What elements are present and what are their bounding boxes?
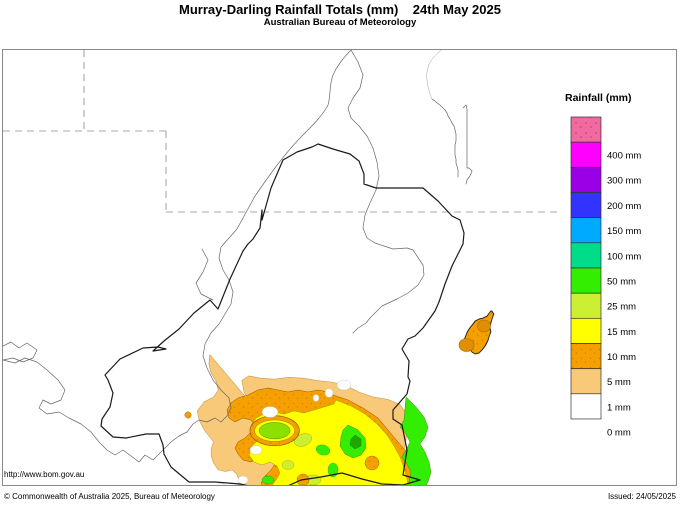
svg-text:5 mm: 5 mm (607, 377, 631, 388)
svg-text:15 mm: 15 mm (607, 327, 636, 338)
svg-text:Rainfall (mm): Rainfall (mm) (565, 92, 632, 104)
svg-text:0 mm: 0 mm (607, 427, 631, 438)
svg-text:25 mm: 25 mm (607, 302, 636, 313)
svg-text:1 mm: 1 mm (607, 402, 631, 413)
svg-text:300 mm: 300 mm (607, 176, 641, 187)
svg-text:200 mm: 200 mm (607, 201, 641, 212)
svg-text:50 mm: 50 mm (607, 276, 636, 287)
svg-text:100 mm: 100 mm (607, 251, 641, 262)
svg-text:400 mm: 400 mm (607, 151, 641, 162)
svg-text:150 mm: 150 mm (607, 226, 641, 237)
svg-text:10 mm: 10 mm (607, 352, 636, 363)
